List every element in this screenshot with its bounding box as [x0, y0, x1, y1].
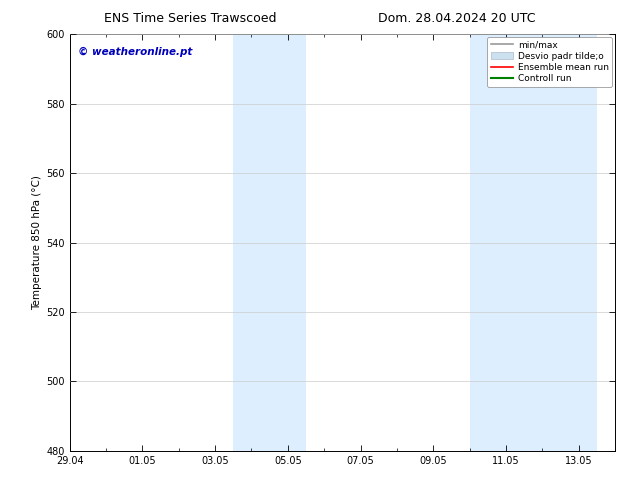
Bar	[470, 34, 597, 451]
Text: © weatheronline.pt: © weatheronline.pt	[78, 47, 192, 57]
Text: Dom. 28.04.2024 20 UTC: Dom. 28.04.2024 20 UTC	[378, 12, 535, 25]
Y-axis label: Temperature 850 hPa (°C): Temperature 850 hPa (°C)	[32, 175, 42, 310]
Legend: min/max, Desvio padr tilde;o, Ensemble mean run, Controll run: min/max, Desvio padr tilde;o, Ensemble m…	[487, 37, 612, 87]
Bar	[233, 34, 306, 451]
Text: ENS Time Series Trawscoed: ENS Time Series Trawscoed	[104, 12, 276, 25]
